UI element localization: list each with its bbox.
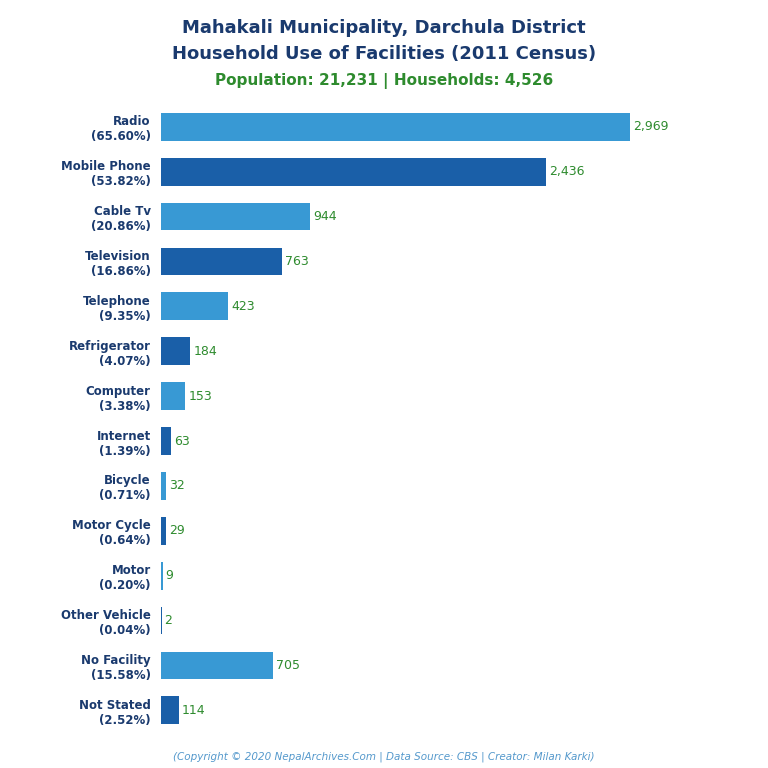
Text: 423: 423 <box>231 300 254 313</box>
Text: 32: 32 <box>169 479 185 492</box>
Text: 29: 29 <box>169 525 184 538</box>
Text: 2,436: 2,436 <box>549 165 584 178</box>
Bar <box>161 517 166 545</box>
Bar <box>161 697 179 724</box>
Text: 9: 9 <box>166 569 174 582</box>
Text: 705: 705 <box>276 659 300 672</box>
Text: (Copyright © 2020 NepalArchives.Com | Data Source: CBS | Creator: Milan Karki): (Copyright © 2020 NepalArchives.Com | Da… <box>174 751 594 762</box>
Text: 2: 2 <box>164 614 172 627</box>
Bar <box>161 382 185 410</box>
Bar <box>161 113 631 141</box>
Text: Mahakali Municipality, Darchula District: Mahakali Municipality, Darchula District <box>182 19 586 37</box>
Bar <box>161 337 190 365</box>
Bar <box>161 293 228 320</box>
Bar <box>161 427 171 455</box>
Text: Household Use of Facilities (2011 Census): Household Use of Facilities (2011 Census… <box>172 45 596 62</box>
Bar <box>161 247 282 276</box>
Text: 153: 153 <box>188 389 212 402</box>
Text: 2,969: 2,969 <box>633 121 669 134</box>
Text: 944: 944 <box>313 210 337 223</box>
Bar <box>161 561 163 590</box>
Text: 184: 184 <box>194 345 217 358</box>
Bar <box>161 651 273 680</box>
Text: Population: 21,231 | Households: 4,526: Population: 21,231 | Households: 4,526 <box>215 73 553 89</box>
Text: 763: 763 <box>285 255 309 268</box>
Text: 63: 63 <box>174 435 190 448</box>
Bar <box>161 203 310 230</box>
Bar <box>161 157 546 186</box>
Bar <box>161 472 167 500</box>
Text: 114: 114 <box>182 703 206 717</box>
